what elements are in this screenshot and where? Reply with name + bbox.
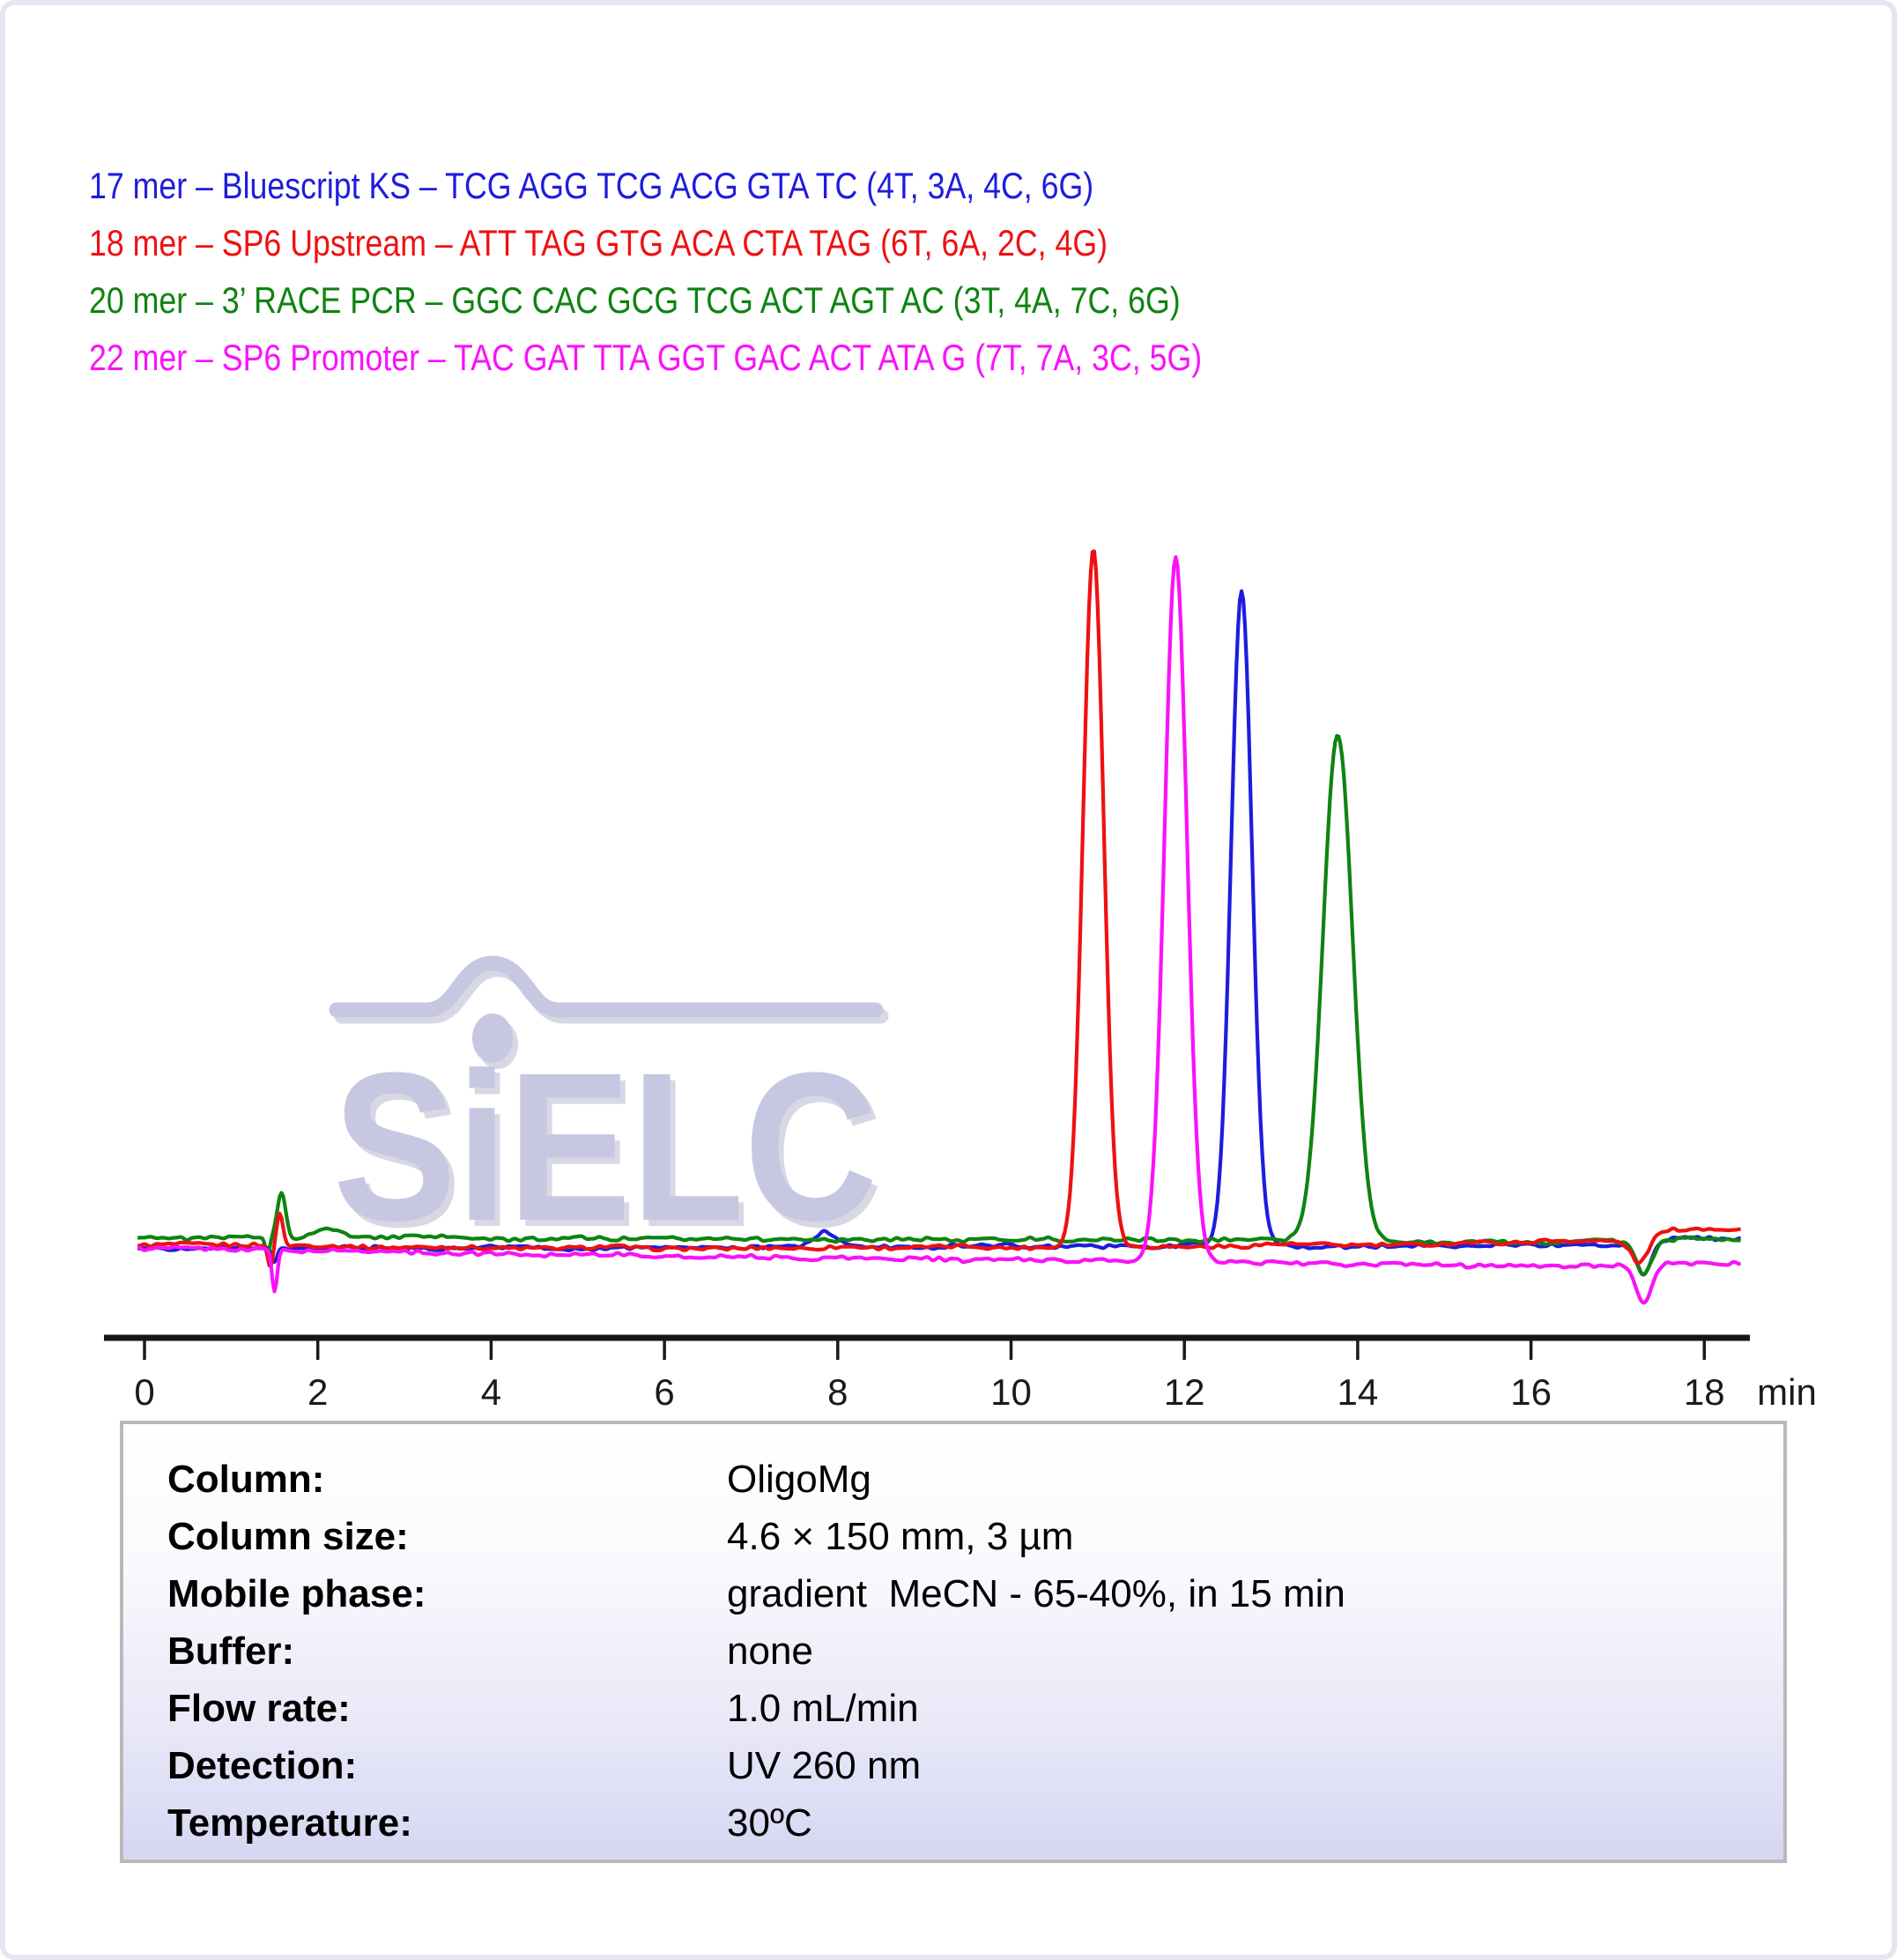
- param-row-column-size: Column size: 4.6 × 150 mm, 3 µm: [167, 1508, 1783, 1565]
- param-row-buffer: Buffer: none: [167, 1622, 1783, 1680]
- watermark-art: SiELC: [329, 955, 884, 1265]
- param-row-flow-rate: Flow rate: 1.0 mL/min: [167, 1680, 1783, 1737]
- x-tick-label: 12: [1164, 1371, 1205, 1413]
- param-value: 30ºC: [727, 1800, 812, 1845]
- legend-line-22mer: 22 mer – SP6 Promoter – TAC GAT TTA GGT …: [89, 337, 1203, 378]
- param-label: Detection:: [167, 1743, 358, 1787]
- x-tick-label: 2: [308, 1371, 328, 1413]
- oligo-legend: 17 mer – Bluescript KS – TCG AGG TCG ACG…: [89, 157, 1202, 386]
- watermark-peak-line: [329, 955, 884, 1018]
- sielc-watermark: SiELC SiELC: [329, 955, 889, 1271]
- x-axis-ticks: 0 2 4 6 8 10 12 14 16 18: [134, 1340, 1725, 1413]
- watermark-dot: [472, 1013, 513, 1063]
- axis-unit-label: min: [1757, 1371, 1817, 1413]
- legend-line-17mer: 17 mer – Bluescript KS – TCG AGG TCG ACG…: [89, 165, 1094, 206]
- trace-22mer-sp6-promoter: [137, 554, 1741, 1305]
- param-row-column: Column: OligoMg: [167, 1451, 1783, 1508]
- chromatogram-traces: [137, 549, 1741, 1305]
- param-value: none: [727, 1629, 813, 1673]
- trace-20mer-3race-pcr: [137, 733, 1741, 1277]
- x-tick-label: 8: [827, 1371, 848, 1413]
- param-value: 1.0 mL/min: [727, 1686, 919, 1730]
- legend-line-20mer: 20 mer – 3’ RACE PCR – GGC CAC GCG TCG A…: [89, 279, 1181, 321]
- x-tick-label: 4: [481, 1371, 501, 1413]
- trace-17mer-bluescript-ks: [137, 589, 1741, 1277]
- param-label: Column size:: [167, 1514, 409, 1558]
- x-tick-label: 0: [134, 1371, 154, 1413]
- param-row-mobile-phase: Mobile phase: gradient MeCN - 65-40%, in…: [167, 1565, 1783, 1622]
- param-label: Buffer:: [167, 1629, 295, 1673]
- x-tick-label: 14: [1338, 1371, 1379, 1413]
- param-value: OligoMg: [727, 1457, 871, 1501]
- param-value: gradient MeCN - 65-40%, in 15 min: [727, 1571, 1345, 1615]
- param-row-detection: Detection: UV 260 nm: [167, 1737, 1783, 1794]
- x-tick-label: 6: [654, 1371, 674, 1413]
- param-value: UV 260 nm: [727, 1743, 922, 1787]
- param-label: Mobile phase:: [167, 1571, 426, 1615]
- param-value: 4.6 × 150 mm, 3 µm: [727, 1514, 1074, 1558]
- param-label: Flow rate:: [167, 1686, 351, 1730]
- chromatogram: 0 2 4 6 8 10 12 14 16 18 min: [104, 549, 1817, 1413]
- param-row-temperature: Temperature: 30ºC: [167, 1794, 1783, 1852]
- x-tick-label: 10: [990, 1371, 1032, 1413]
- param-label: Column:: [167, 1457, 325, 1501]
- svg-text:SiELC: SiELC: [338, 1035, 883, 1271]
- legend-line-18mer: 18 mer – SP6 Upstream – ATT TAG GTG ACA …: [89, 222, 1108, 264]
- x-tick-label: 16: [1510, 1371, 1552, 1413]
- param-label: Temperature:: [167, 1800, 412, 1845]
- method-table: Column: OligoMg Column size: 4.6 × 150 m…: [120, 1421, 1787, 1863]
- trace-18mer-sp6-upstream: [137, 549, 1741, 1268]
- watermark-text: SiELC: [333, 1028, 878, 1265]
- x-tick-label: 18: [1684, 1371, 1725, 1413]
